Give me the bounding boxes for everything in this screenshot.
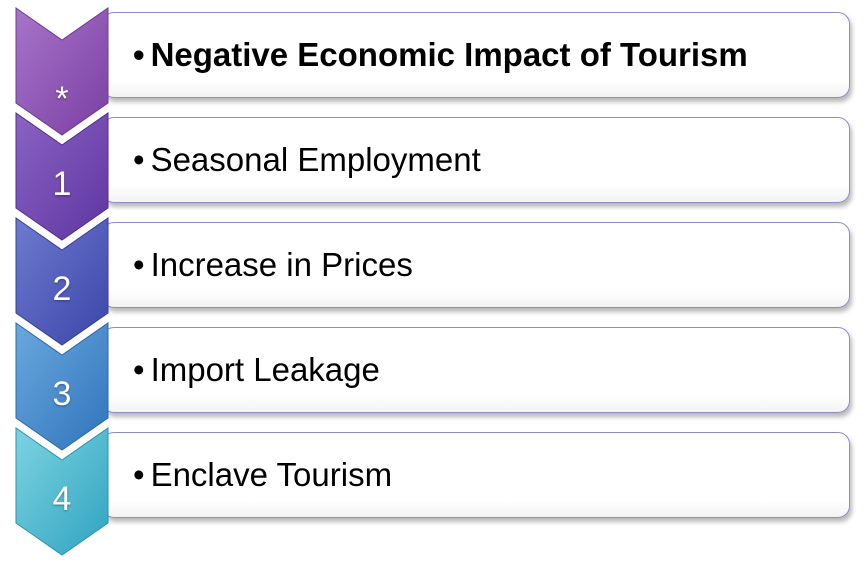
header-title: Negative Economic Impact of Tourism xyxy=(150,36,748,73)
row-marker-1: 1 xyxy=(52,165,72,203)
row-text-3: • Import Leakage xyxy=(133,351,380,389)
row-text-2: • Increase in Prices xyxy=(133,246,413,284)
bullet: • xyxy=(133,456,145,493)
row-box-3: • Import Leakage xyxy=(102,327,850,413)
row-marker-4: 4 xyxy=(52,480,72,518)
header-text: • Negative Economic Impact of Tourism xyxy=(133,36,748,74)
row-box-4: • Enclave Tourism xyxy=(102,432,850,518)
row-box-2: • Increase in Prices xyxy=(102,222,850,308)
row-text-4: • Enclave Tourism xyxy=(133,456,392,494)
row-label-2: Increase in Prices xyxy=(150,246,413,283)
bullet: • xyxy=(133,351,145,388)
bullet: • xyxy=(133,246,145,283)
row-label-4: Enclave Tourism xyxy=(150,456,393,493)
row-marker-3: 3 xyxy=(52,375,72,413)
bullet: • xyxy=(133,36,145,73)
row-box-1: • Seasonal Employment xyxy=(102,117,850,203)
row-marker-2: 2 xyxy=(52,270,72,308)
row-box-header: • Negative Economic Impact of Tourism xyxy=(102,12,850,98)
row-label-1: Seasonal Employment xyxy=(150,141,481,178)
row-label-3: Import Leakage xyxy=(150,351,380,388)
bullet: • xyxy=(133,141,145,178)
row-text-1: • Seasonal Employment xyxy=(133,141,481,179)
row-marker-asterisk: * xyxy=(55,80,69,118)
